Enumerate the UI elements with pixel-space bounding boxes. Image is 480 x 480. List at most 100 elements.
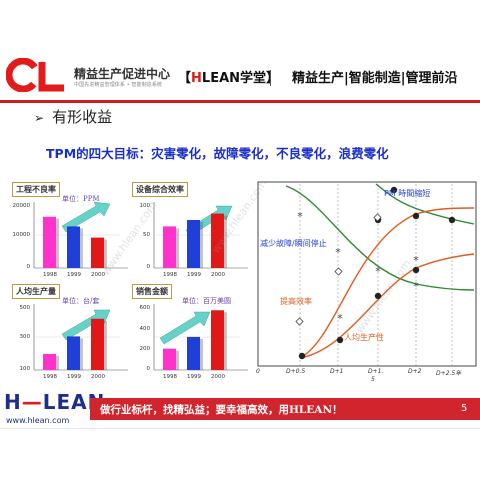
mini-chart-oee: 设备综合效率 100 50 0 1998 1999 2000 <box>130 180 250 278</box>
tick-label: 20000 <box>12 203 31 209</box>
bar-1998 <box>163 226 176 268</box>
bar-1999 <box>67 336 80 370</box>
brand-open: 【 <box>178 71 192 86</box>
tick-label: 1998 <box>43 374 57 380</box>
section-title: ➢ 有形收益 <box>34 106 112 127</box>
bar-shadow <box>104 239 107 268</box>
bar-shadow <box>200 222 203 268</box>
header-tags: 精益生产|智能制造|管理前沿 <box>292 71 458 86</box>
bar-shadow <box>200 338 203 370</box>
x-tick-3: D+1. <box>368 368 384 375</box>
section-title-text: 有形收益 <box>52 108 113 126</box>
bullet-arrow-icon: ➢ <box>34 111 45 125</box>
svg-text:*: * <box>335 246 341 259</box>
mini-chart-1-plot <box>33 201 128 269</box>
bar-2000 <box>91 318 104 370</box>
x-tick-0: 0 <box>256 368 260 375</box>
tick-label: 300 <box>19 334 31 340</box>
bar-2000 <box>91 237 104 268</box>
tick-label: 100 <box>139 203 151 209</box>
bar-1999 <box>187 220 200 268</box>
mini-chart-3-plot <box>33 304 128 371</box>
label-efficiency: 提高效率 <box>280 297 312 306</box>
svg-text:*: * <box>297 210 303 223</box>
bar-1999 <box>187 336 200 370</box>
mini-chart-2-title: 设备综合效率 <box>132 182 188 197</box>
brand-close: 】 <box>266 71 280 86</box>
tick-label: 100 <box>19 366 31 372</box>
bar-shadow <box>224 312 227 370</box>
bar-shadow <box>56 356 59 370</box>
mini-chart-4-title: 销售金额 <box>132 284 172 299</box>
tick-label: 600 <box>139 305 151 311</box>
mini-chart-4-plot <box>153 304 248 371</box>
brand-label: 【HLEAN学堂】 <box>178 67 279 86</box>
bottom-rule <box>0 428 480 429</box>
label-pm-time: PM 時間縮短 <box>384 189 431 198</box>
footer-url: www.hlean.com <box>6 416 70 425</box>
footer-logo-h: H <box>4 390 22 414</box>
header-rule <box>0 100 480 103</box>
tick-label: 2000 <box>211 374 225 380</box>
tick-label: 2000 <box>211 272 225 278</box>
bar-1998 <box>43 216 56 268</box>
bar-2000 <box>211 310 224 370</box>
bar-shadow <box>176 228 179 268</box>
tpm-effect-curve-chart: * * * * * * PM 時間縮短 减少故障/瞬间停止 提高效率 人均生产性… <box>256 180 480 383</box>
x-tick-1: D+0.5 <box>286 368 306 375</box>
bar-shadow <box>80 228 83 268</box>
curve-chart-plot: * * * * * * <box>257 181 477 367</box>
tick-label: 0 <box>26 264 31 270</box>
footer-bar <box>90 398 480 420</box>
footer-logo-dash: — <box>21 390 43 414</box>
tick-label: 2000 <box>91 374 105 380</box>
tick-label: 1999 <box>67 272 81 278</box>
mini-chart-sales: 销售金额 单位：百万美圆 600 400 200 0 1998 1999 200… <box>130 282 250 380</box>
label-failure-reduction: 减少故障/瞬间停止 <box>260 239 327 248</box>
org-name: 精益生产促进中心 <box>74 67 171 81</box>
bar-shadow <box>80 338 83 370</box>
svg-text:*: * <box>413 280 419 293</box>
bar-1998 <box>163 348 176 370</box>
efficiency-curve <box>299 207 475 359</box>
page-number: 5 <box>461 403 468 414</box>
mini-chart-1-title: 工程不良率 <box>12 182 60 197</box>
mini-chart-output-per-capita: 人均生产量 单位：台/套 500 300 100 1998 1999 2000 <box>10 282 130 380</box>
failure-reduction-curve <box>285 185 475 291</box>
org-subtitle: 中国先进精益管理体系 • 智能制造系统 <box>74 82 163 88</box>
tick-label: 500 <box>19 305 31 311</box>
x-tick-2: D+1 <box>330 368 344 375</box>
trend-arrow-icon <box>159 311 211 345</box>
mini-chart-1-unit: 单位：PPM <box>62 195 100 203</box>
x-tick-3-sub: 5 <box>371 376 375 383</box>
tick-label: 2000 <box>91 272 105 278</box>
tpm-goal: TPM的四大目标：灾害零化，故障零化，不良零化，浪费零化 <box>46 146 389 161</box>
mini-chart-3-unit: 单位：台/套 <box>62 297 100 305</box>
curve-markers: * * * * * * <box>295 186 456 360</box>
footer-logo: H—LEAN <box>4 390 105 414</box>
svg-text:*: * <box>375 265 381 278</box>
bar-1999 <box>67 226 80 268</box>
mini-chart-2-plot <box>153 202 248 269</box>
tick-label: 1999 <box>67 374 81 380</box>
tick-label: 0 <box>146 366 151 372</box>
tick-label: 400 <box>139 326 151 332</box>
tick-label: 1999 <box>187 272 201 278</box>
tick-label: 1998 <box>163 272 177 278</box>
bar-1998 <box>43 354 56 370</box>
footer-slogan: 做行业标杆，找精弘益；要幸福高效，用HLEAN！ <box>100 404 343 416</box>
mini-chart-defect-rate: 工程不良率 单位：PPM 20000 10000 0 1998 1999 200… <box>10 180 130 278</box>
tick-label: 1998 <box>43 272 57 278</box>
brand-h: H <box>191 71 202 86</box>
tick-label: 0 <box>146 264 151 270</box>
svg-text:*: * <box>413 254 419 267</box>
tick-label: 200 <box>139 346 151 352</box>
x-tick-5: D+2.5年 <box>436 370 462 377</box>
bar-2000 <box>211 213 224 268</box>
header-divider <box>270 70 271 86</box>
tick-label: 1998 <box>163 374 177 380</box>
label-productivity: 人均生产性 <box>344 333 384 342</box>
productivity-curve <box>299 253 475 359</box>
x-tick-4: D+2 <box>408 368 422 375</box>
